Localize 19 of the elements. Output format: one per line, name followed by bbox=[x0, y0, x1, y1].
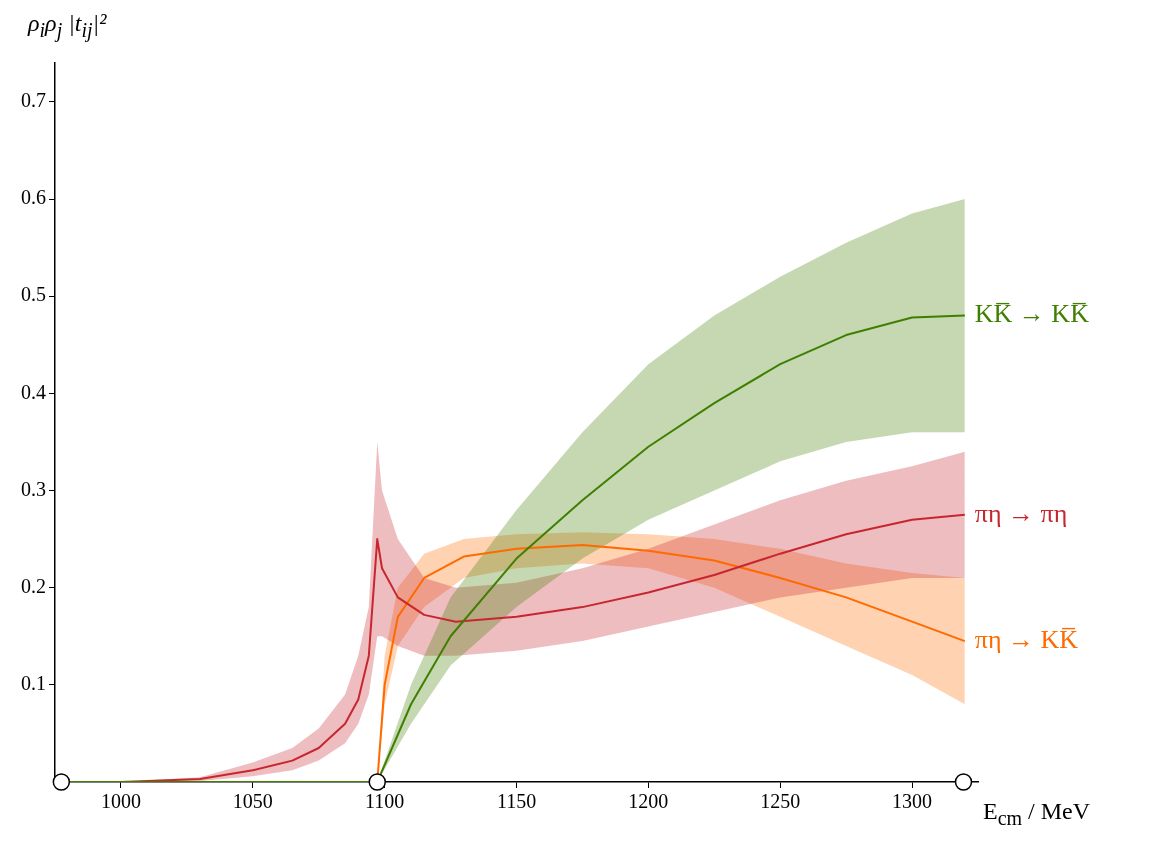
series-label: πη → πη bbox=[974, 498, 1068, 528]
x-tick-label: 1200 bbox=[628, 790, 669, 813]
y-tick-label: 0.7 bbox=[21, 89, 46, 112]
y-axis-title: ρ$_{i}$ρ$_{j}$ |t$_{ij}$|² bbox=[28, 10, 107, 42]
y-tick-label: 0.1 bbox=[21, 672, 46, 695]
y-tick-label: 0.5 bbox=[21, 283, 46, 306]
x-tick-label: 1050 bbox=[232, 790, 273, 813]
x-tick-label: 1250 bbox=[760, 790, 801, 813]
x-tick-label: 1300 bbox=[892, 790, 933, 813]
y-tick-label: 0.6 bbox=[21, 186, 46, 209]
x-tick-label: 1150 bbox=[496, 790, 537, 813]
y-tick-label: 0.2 bbox=[21, 574, 46, 597]
series-label: KK̅ → KK̅ bbox=[974, 299, 1090, 329]
x-axis-title: E$_{cm}$ / MeV bbox=[983, 798, 1091, 830]
x-tick-label: 1000 bbox=[100, 790, 141, 813]
y-tick-label: 0.3 bbox=[21, 477, 46, 500]
x-tick-label: 1100 bbox=[365, 790, 405, 813]
series-label: πη → KK̅ bbox=[974, 624, 1079, 654]
y-tick-label: 0.4 bbox=[21, 380, 46, 403]
